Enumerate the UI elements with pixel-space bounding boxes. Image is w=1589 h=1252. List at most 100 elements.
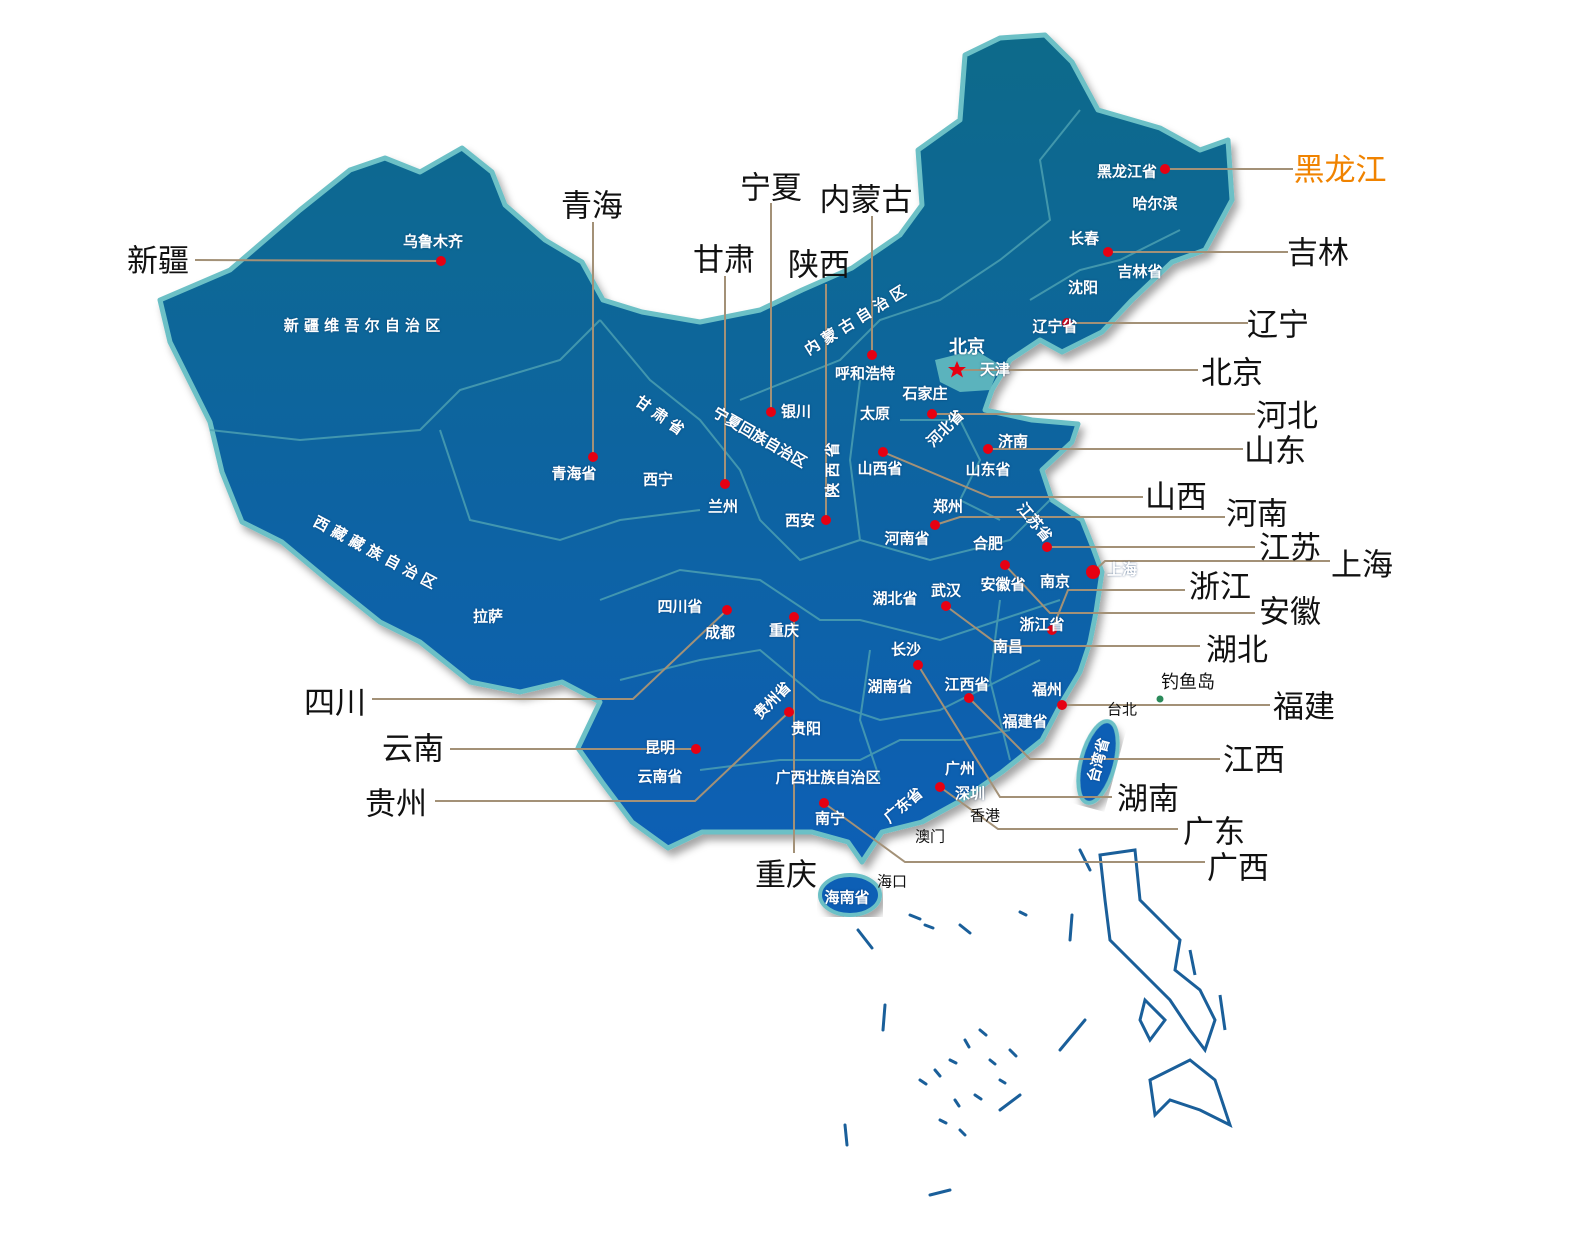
province-callout: 广东	[1183, 814, 1245, 851]
map-label: 陕 西 省	[823, 442, 842, 498]
map-label: 贵阳	[790, 719, 822, 738]
map-label: 福建省	[1002, 712, 1048, 731]
map-label: 澳门	[914, 827, 946, 846]
city-dot	[1042, 542, 1052, 552]
map-label: 上海	[1106, 560, 1138, 579]
leader-line-13	[934, 516, 1225, 526]
province-callout: 上海	[1331, 547, 1393, 584]
map-label: 南宁	[814, 809, 846, 828]
map-label: 长春	[1068, 229, 1100, 248]
city-dot	[766, 407, 776, 417]
leader-line-20	[968, 697, 1220, 760]
city-dot	[819, 798, 829, 808]
map-label: 广西壮族自治区	[775, 768, 881, 787]
map-label: 西安	[784, 511, 816, 530]
south-sea-islands	[843, 848, 1092, 1197]
map-label: 银川	[780, 402, 812, 421]
province-callout: 安徽	[1259, 594, 1321, 631]
shanghai-dot	[1086, 565, 1100, 579]
map-label: 湖北省	[872, 589, 918, 608]
province-callout: 江苏	[1259, 530, 1321, 567]
province-callout: 宁夏	[740, 170, 802, 207]
province-callout: 吉林	[1287, 235, 1349, 272]
province-callout: 黑龙江	[1293, 152, 1387, 189]
city-dot	[436, 256, 446, 266]
city-dot	[1047, 625, 1057, 635]
province-callout: 山东	[1244, 433, 1306, 470]
map-label: 郑州	[932, 497, 964, 516]
diaoyu-island-dot	[1156, 695, 1164, 703]
city-dot	[789, 612, 799, 622]
leader-line-21	[917, 664, 1112, 798]
city-dot	[913, 660, 923, 670]
map-label: 新 疆 维 吾 尔 自 治 区	[283, 316, 441, 335]
mainland-china	[157, 32, 1235, 865]
province-callout: 广西	[1207, 850, 1269, 887]
leader-line-16	[1051, 589, 1185, 631]
province-borders	[209, 109, 1181, 781]
map-label: 北京	[949, 337, 985, 358]
city-dot	[964, 693, 974, 703]
province-callout: 山西	[1145, 479, 1207, 516]
leader-line-17	[1004, 564, 1255, 614]
city-dot	[867, 350, 877, 360]
map-label: 拉萨	[472, 607, 504, 626]
map-label: 湖南省	[867, 677, 913, 696]
map-label: 广州	[944, 759, 976, 778]
province-callout: 青海	[561, 188, 623, 225]
map-label: 海口	[876, 872, 908, 891]
map-label: 海南省	[824, 888, 870, 907]
map-label: 呼和浩特	[834, 364, 896, 383]
map-label: 南昌	[992, 637, 1024, 656]
city-dots	[436, 164, 1170, 808]
province-callout: 辽宁	[1247, 307, 1309, 344]
province-callout: 甘肃	[693, 242, 755, 279]
leader-line-12	[882, 451, 1143, 498]
map-label: 武汉	[930, 581, 962, 600]
map-label: 香港	[969, 806, 1001, 825]
map-label: 福州	[1031, 680, 1063, 699]
map-label: 沈阳	[1067, 278, 1099, 297]
taiwan-island	[1076, 719, 1120, 805]
map-label: 天津	[979, 360, 1011, 379]
hainan-island	[818, 873, 882, 917]
leader-line-0	[194, 259, 442, 262]
province-callout: 重庆	[755, 857, 817, 894]
map-label: 四川省	[657, 597, 703, 616]
city-dot	[930, 520, 940, 530]
map-label: 昆明	[644, 738, 676, 757]
map-label: 河南省	[884, 529, 930, 548]
map-label: 合肥	[972, 534, 1004, 553]
city-dot	[588, 452, 598, 462]
map-label: 青海省	[551, 464, 597, 483]
map-label: 台北	[1106, 700, 1138, 719]
philippines-outline	[1098, 848, 1233, 1128]
map-label: 济南	[997, 432, 1029, 451]
map-label: 太原	[859, 404, 891, 423]
map-label: 成都	[704, 623, 736, 642]
map-label: 石家庄	[902, 384, 948, 403]
province-callout: 湖南	[1117, 781, 1179, 818]
city-dot	[821, 515, 831, 525]
province-callout: 福建	[1273, 689, 1335, 726]
map-label: 吉林省	[1117, 262, 1163, 281]
province-callout: 江西	[1223, 742, 1285, 779]
city-dot	[983, 444, 993, 454]
city-dot	[1062, 318, 1072, 328]
city-dot	[941, 601, 951, 611]
province-callout: 云南	[382, 731, 444, 768]
city-dot	[935, 782, 945, 792]
map-label: 深圳	[954, 784, 986, 803]
city-dot	[1057, 700, 1067, 710]
map-label: 乌鲁木齐	[402, 232, 464, 251]
map-label: 山东省	[965, 460, 1011, 479]
leader-line-25	[435, 711, 790, 802]
city-dot	[878, 447, 888, 457]
capital-star-icon	[948, 361, 966, 378]
leader-line-22	[939, 786, 1178, 830]
map-label: 重庆	[768, 621, 800, 640]
map-label: 浙江省	[1019, 615, 1065, 634]
province-callout: 四川	[304, 685, 366, 722]
